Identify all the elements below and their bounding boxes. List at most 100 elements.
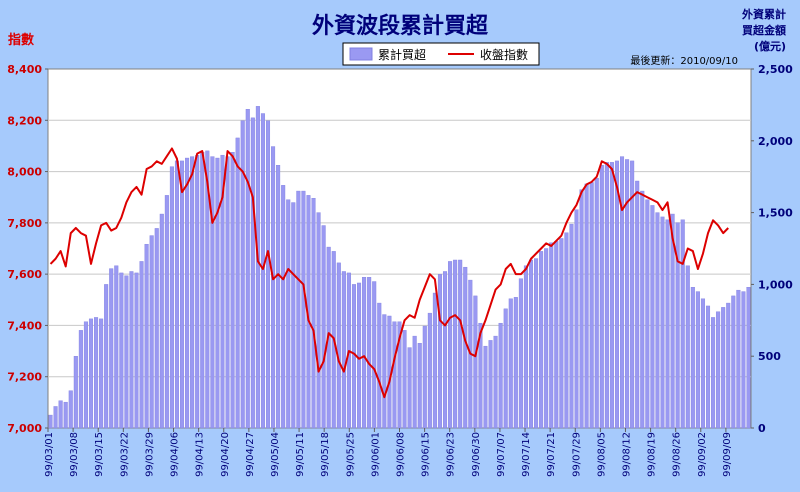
bar	[721, 307, 726, 429]
bar	[645, 199, 650, 429]
bar	[225, 156, 230, 429]
bar	[73, 356, 78, 429]
x-tick-label: 99/08/19	[647, 432, 658, 477]
bar	[463, 266, 468, 429]
legend-box	[342, 42, 540, 66]
x-tick-label: 99/05/11	[295, 432, 306, 477]
x-tick-label: 99/06/23	[446, 432, 457, 477]
x-tick-label: 99/03/08	[69, 432, 80, 477]
bar	[741, 291, 746, 429]
bar	[362, 277, 367, 429]
x-tick-label: 99/04/06	[170, 432, 181, 477]
bar	[493, 335, 498, 429]
bar	[159, 213, 164, 429]
x-tick-label: 99/07/07	[496, 432, 507, 477]
bar	[114, 265, 119, 429]
left-tick-label: 7,400	[7, 319, 42, 332]
x-tick-label: 99/07/21	[546, 432, 557, 477]
bar	[58, 400, 63, 429]
x-tick-label: 99/06/15	[421, 432, 432, 477]
line-series-close-index	[49, 147, 729, 399]
left-tick-label: 8,200	[7, 114, 42, 127]
x-tick-label: 99/03/15	[94, 432, 105, 477]
bar	[534, 258, 539, 429]
bar	[513, 297, 518, 429]
bar	[473, 295, 478, 429]
legend-swatch-bar	[349, 47, 373, 61]
bar	[271, 146, 276, 429]
left-tick-label: 7,600	[7, 268, 42, 281]
bar	[458, 259, 463, 429]
bar	[544, 248, 549, 429]
x-axis-ticks: 99/03/01 99/03/08 99/03/15 99/03/22 99/03/29…	[44, 428, 733, 477]
bar	[630, 160, 635, 429]
bar	[574, 209, 579, 429]
left-tick-label: 7,800	[7, 217, 42, 230]
left-tick-label: 7,200	[7, 371, 42, 384]
bar	[195, 154, 200, 429]
bar	[716, 311, 721, 429]
bar	[185, 157, 190, 429]
bar	[655, 212, 660, 429]
bar	[746, 287, 751, 429]
x-tick-label: 99/04/13	[195, 432, 206, 477]
bar	[205, 150, 210, 429]
bar	[164, 195, 169, 429]
right-tick-label: 1,500	[758, 207, 793, 220]
bar	[417, 343, 422, 429]
bar	[711, 317, 716, 429]
bar	[599, 165, 604, 429]
bar	[180, 160, 185, 429]
x-tick-label: 99/09/02	[697, 432, 708, 477]
bar	[726, 302, 731, 429]
x-tick-label: 99/04/27	[245, 432, 256, 477]
bar	[88, 318, 94, 429]
x-tick-label: 99/03/22	[119, 432, 130, 477]
bar	[564, 232, 569, 429]
bar	[134, 272, 139, 429]
bar	[321, 225, 326, 429]
bar	[584, 183, 589, 429]
right-tick-label: 2,000	[758, 135, 793, 148]
bar	[589, 182, 594, 429]
bar	[367, 277, 372, 429]
bar	[554, 241, 559, 429]
bar	[432, 292, 437, 429]
bar	[392, 321, 397, 429]
bar	[685, 265, 690, 429]
x-tick-label: 99/08/26	[672, 432, 683, 477]
bar	[625, 159, 630, 429]
right-tick-label: 1,000	[758, 278, 793, 291]
bar	[448, 261, 453, 429]
bar	[549, 242, 554, 429]
left-axis-ticks: 7,000 7,200 7,400 7,600 7,800 8,000 8,200 8,400	[7, 63, 48, 435]
bar	[124, 275, 129, 429]
bar	[169, 166, 174, 429]
bar	[336, 262, 341, 429]
bar	[291, 202, 296, 429]
legend-label-bar: 累計買超	[378, 47, 426, 62]
bar	[372, 281, 377, 429]
bar	[83, 321, 88, 429]
bar	[301, 190, 306, 429]
bar	[265, 120, 271, 429]
bar	[483, 345, 488, 429]
bar	[240, 120, 245, 429]
bar	[63, 401, 68, 429]
bar	[569, 223, 574, 429]
left-tick-label: 7,000	[7, 422, 42, 435]
right-axis-ticks: 0 500 1,000 1,500 2,000 2,500	[751, 63, 793, 435]
left-tick-label: 8,000	[7, 166, 42, 179]
chart-legend: 累計買超 收盤指數	[342, 42, 540, 66]
legend-label-line: 收盤指數	[480, 47, 528, 62]
right-axis-label-line-2: 買超金額	[742, 23, 786, 37]
bar	[488, 340, 493, 429]
bar	[609, 162, 614, 429]
x-tick-label: 99/07/14	[521, 432, 532, 477]
x-tick-label: 99/05/25	[345, 432, 356, 477]
chart-title: 外資波段累計買超	[312, 13, 489, 39]
bar	[594, 177, 599, 429]
bar	[377, 302, 382, 429]
bar	[220, 154, 225, 429]
